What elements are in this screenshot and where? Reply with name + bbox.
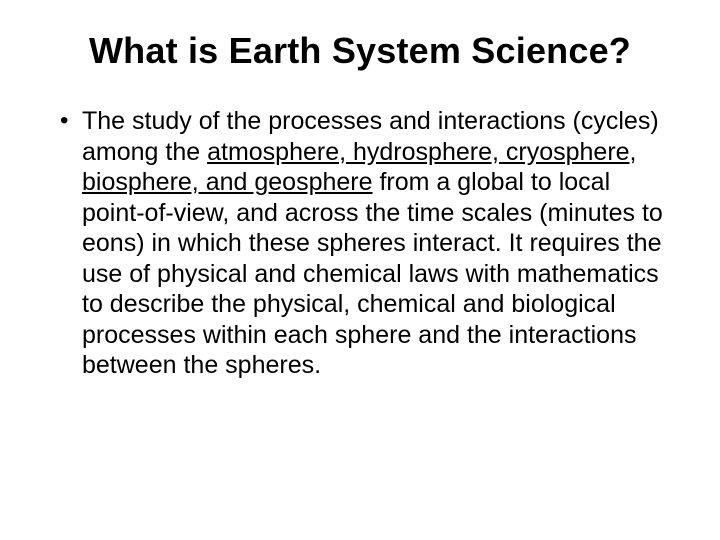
bullet-text-post: from a global to local point-of-view, an… [82,168,663,379]
body-list: The study of the processes and interacti… [46,106,674,381]
slide: What is Earth System Science? The study … [0,0,720,540]
bullet-item: The study of the processes and interacti… [64,106,674,381]
slide-title: What is Earth System Science? [46,30,674,72]
